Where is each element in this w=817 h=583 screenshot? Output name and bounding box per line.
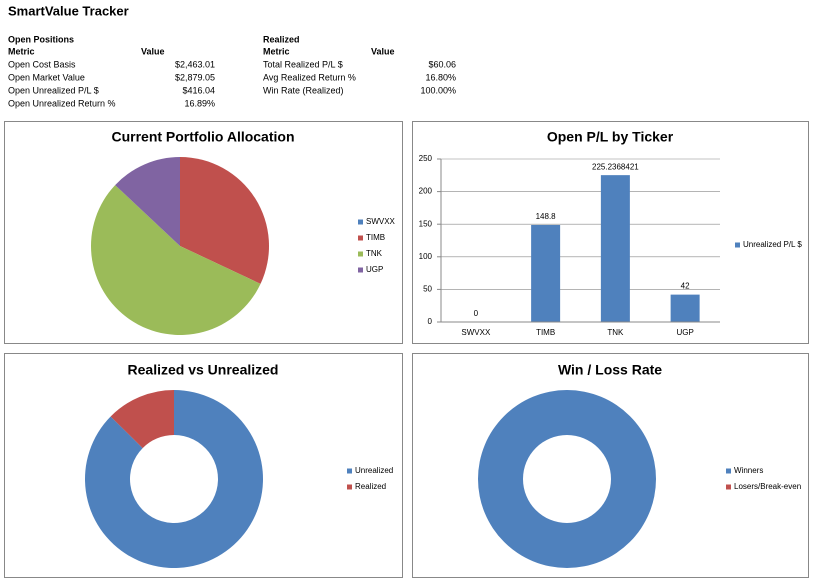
slice (478, 390, 656, 568)
legend-swatch (358, 235, 363, 241)
y-tick-label: 250 (419, 154, 433, 163)
metric-label: Open Unrealized P/L $ (8, 85, 99, 95)
bar (670, 294, 700, 322)
legend-label: Winners (734, 466, 763, 475)
metric-value: 16.80% (425, 72, 456, 82)
metric-value: $60.06 (428, 59, 456, 69)
slice (115, 157, 180, 246)
x-tick-label: SWVXX (461, 328, 491, 337)
y-tick-label: 0 (428, 317, 433, 326)
metric-label: Total Realized P/L $ (263, 59, 343, 69)
bar (600, 175, 630, 322)
metric-label: Open Unrealized Return % (8, 98, 116, 108)
legend-swatch (358, 267, 363, 273)
y-tick-label: 150 (419, 219, 433, 228)
legend-swatch (726, 484, 731, 490)
x-tick-label: TIMB (536, 328, 555, 337)
x-tick-label: TNK (607, 328, 624, 337)
table-title: Open Positions (8, 34, 74, 44)
legend-swatch (358, 219, 363, 225)
table-title: Realized (263, 34, 300, 44)
slice (110, 390, 174, 449)
metric-value: $2,463.01 (175, 59, 215, 69)
legend-swatch (358, 251, 363, 257)
slice (180, 157, 269, 284)
metric-value: 100.00% (420, 85, 456, 95)
chart-title: Open P/L by Ticker (547, 129, 674, 145)
metric-label: Open Market Value (8, 72, 85, 82)
column-header: Value (371, 46, 395, 56)
metric-label: Win Rate (Realized) (263, 85, 344, 95)
metric-label: Avg Realized Return % (263, 72, 356, 82)
column-header: Value (141, 46, 165, 56)
chart-title: Realized vs Unrealized (128, 362, 279, 378)
data-label: 42 (681, 282, 690, 291)
legend-label: Losers/Break-even (734, 482, 801, 491)
data-label: 148.8 (536, 212, 557, 221)
legend-label: Realized (355, 482, 386, 491)
page-title: SmartValue Tracker (8, 3, 129, 18)
legend-label: TNK (366, 249, 383, 258)
column-header: Metric (263, 46, 290, 56)
legend-label: Unrealized (355, 466, 393, 475)
legend-label: UGP (366, 265, 383, 274)
bar (531, 224, 561, 322)
data-label: 0 (474, 309, 479, 318)
legend-swatch (735, 242, 740, 248)
metric-label: Open Cost Basis (8, 59, 76, 69)
legend-swatch (347, 484, 352, 490)
legend-label: SWVXX (366, 217, 396, 226)
y-tick-label: 100 (419, 252, 433, 261)
legend-label: Unrealized P/L $ (743, 240, 802, 249)
metric-value: 16.89% (184, 98, 215, 108)
chart-title: Current Portfolio Allocation (111, 129, 294, 145)
metric-value: $416.04 (182, 85, 215, 95)
x-tick-label: UGP (676, 328, 693, 337)
data-label: 225.2368421 (592, 162, 639, 171)
legend-swatch (726, 468, 731, 474)
legend-swatch (347, 468, 352, 474)
y-tick-label: 200 (419, 187, 433, 196)
slice (91, 185, 261, 335)
column-header: Metric (8, 46, 35, 56)
metric-value: $2,879.05 (175, 72, 215, 82)
chart-title: Win / Loss Rate (558, 362, 662, 378)
legend-label: TIMB (366, 233, 385, 242)
y-tick-label: 50 (423, 285, 432, 294)
slice (85, 390, 264, 568)
